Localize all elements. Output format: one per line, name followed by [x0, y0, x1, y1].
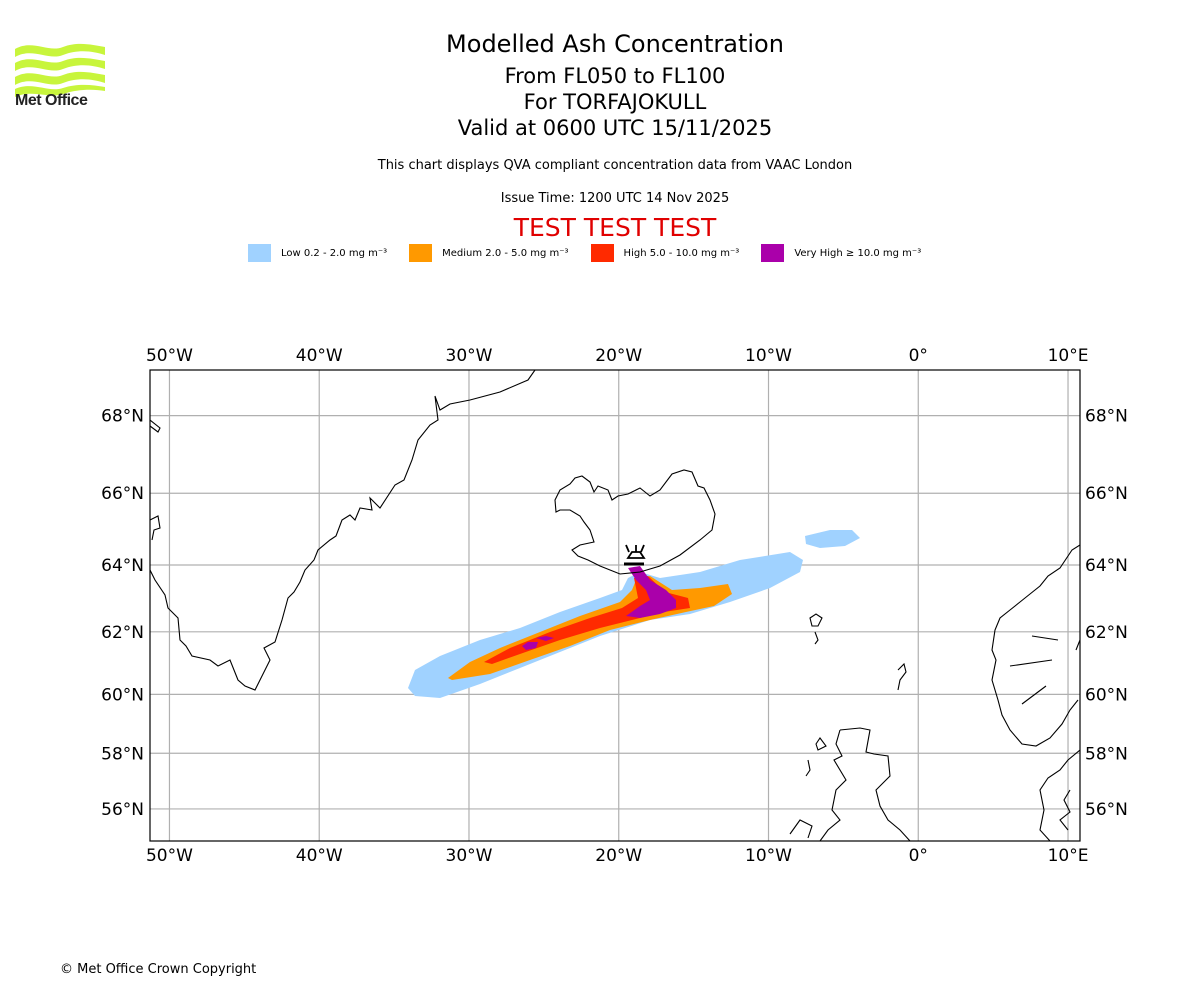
ash-very-high-region [626, 566, 676, 618]
legend-item-medium: Medium 2.0 - 5.0 mg m⁻³ [409, 244, 569, 262]
coastlines [150, 370, 1080, 841]
lat-tick-label: 60°N [101, 685, 144, 705]
legend-swatch-very-high [761, 244, 785, 262]
lon-tick-label: 20°W [595, 846, 642, 866]
lon-tick-label: 30°W [446, 846, 493, 866]
lon-tick-label: 20°W [595, 346, 642, 366]
coast-norway [991, 544, 1080, 747]
legend-item-very-high: Very High ≥ 10.0 mg m⁻³ [761, 244, 921, 262]
coast-shetland [897, 662, 907, 691]
coast-scotland [789, 727, 911, 841]
test-banner: TEST TEST TEST [513, 213, 717, 242]
lon-tick-label: 10°W [745, 846, 792, 866]
lat-tick-label: 66°N [1085, 484, 1128, 504]
legend-swatch-high [590, 244, 614, 262]
legend: Low 0.2 - 2.0 mg m⁻³ Medium 2.0 - 5.0 mg… [248, 244, 943, 262]
met-office-logo-icon [15, 43, 105, 97]
ash-plume [408, 530, 860, 698]
ash-very-high-region-west [522, 636, 554, 650]
met-office-logo-text: Met Office [15, 92, 88, 109]
issue-time: Issue Time: 1200 UTC 14 Nov 2025 [500, 191, 730, 206]
coast-sweden-denmark [1039, 749, 1080, 841]
lon-tick-label: 40°W [296, 346, 343, 366]
lon-tick-label: 10°W [745, 346, 792, 366]
gridlines [150, 370, 1080, 841]
lat-tick-label: 62°N [1085, 623, 1128, 643]
lon-tick-label: 0° [909, 346, 928, 366]
chart-description: This chart displays QVA compliant concen… [377, 158, 853, 173]
lat-tick-label: 58°N [1085, 744, 1128, 764]
lat-labels-left: 68°N 66°N 64°N 62°N 60°N 58°N 56°N [101, 407, 144, 820]
copyright: © Met Office Crown Copyright [60, 962, 257, 977]
legend-swatch-low [248, 244, 271, 262]
volcano-name: For TORFAJOKULL [523, 90, 707, 114]
chart-title: Modelled Ash Concentration [446, 30, 784, 58]
ash-low-region-east [805, 530, 860, 548]
volcano-icon [624, 544, 646, 566]
lon-tick-label: 50°W [146, 846, 193, 866]
legend-item-high: High 5.0 - 10.0 mg m⁻³ [590, 244, 740, 262]
lat-tick-label: 62°N [101, 623, 144, 643]
lat-tick-label: 64°N [1085, 556, 1128, 576]
coast-greenland [150, 370, 536, 691]
map-frame [149, 369, 1081, 842]
legend-label-high: High 5.0 - 10.0 mg m⁻³ [623, 247, 740, 259]
lat-tick-label: 56°N [101, 800, 144, 820]
lon-labels-bottom: 50°W 40°W 30°W 20°W 10°W 0° 10°E [146, 846, 1088, 866]
legend-swatch-medium [409, 244, 433, 262]
coast-iceland [554, 469, 716, 575]
legend-item-low: Low 0.2 - 2.0 mg m⁻³ [248, 244, 387, 262]
lon-tick-label: 30°W [446, 346, 493, 366]
lon-tick-label: 50°W [146, 346, 193, 366]
lon-tick-label: 40°W [296, 846, 343, 866]
lon-labels-top: 50°W 40°W 30°W 20°W 10°W 0° 10°E [146, 346, 1088, 366]
flight-level-range: From FL050 to FL100 [504, 64, 726, 88]
lat-tick-label: 56°N [1085, 800, 1128, 820]
lat-tick-label: 60°N [1085, 685, 1128, 705]
lat-tick-label: 68°N [1085, 407, 1128, 427]
valid-time: Valid at 0600 UTC 15/11/2025 [457, 116, 773, 140]
lon-tick-label: 10°E [1048, 346, 1089, 366]
lat-tick-label: 64°N [101, 556, 144, 576]
legend-label-low: Low 0.2 - 2.0 mg m⁻³ [281, 247, 388, 259]
lat-tick-label: 66°N [101, 484, 144, 504]
lat-tick-label: 68°N [101, 407, 144, 427]
legend-label-medium: Medium 2.0 - 5.0 mg m⁻³ [442, 247, 569, 259]
lon-tick-label: 0° [909, 846, 928, 866]
lon-tick-label: 10°E [1048, 846, 1089, 866]
lat-labels-right: 68°N 66°N 64°N 62°N 60°N 58°N 56°N [1085, 407, 1128, 820]
coast-greenland-west [150, 419, 161, 541]
legend-label-very-high: Very High ≥ 10.0 mg m⁻³ [794, 247, 922, 259]
coast-faroe [809, 613, 823, 645]
lat-tick-label: 58°N [101, 744, 144, 764]
